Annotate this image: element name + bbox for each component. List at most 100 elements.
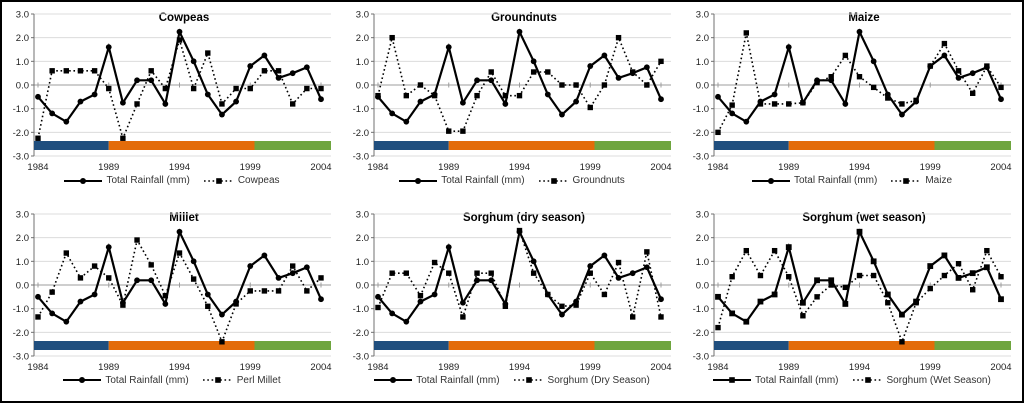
data-point (885, 95, 891, 101)
y-tick-label: 1.0 (356, 256, 369, 267)
data-point (148, 261, 154, 268)
data-point (842, 52, 849, 59)
gridlines (711, 13, 1011, 157)
x-tick-label: 1994 (849, 362, 870, 373)
data-point (389, 310, 396, 316)
crop-series (35, 37, 324, 141)
data-point (814, 293, 820, 300)
y-tick-label: 2.0 (16, 233, 29, 244)
data-point (446, 269, 452, 276)
data-point (870, 257, 877, 264)
data-point (219, 338, 225, 344)
data-point (261, 287, 268, 294)
data-point (233, 98, 240, 105)
legend-crop-label: Sorghum (Dry Season) (547, 374, 650, 386)
data-point (318, 274, 324, 281)
data-point (715, 293, 721, 300)
data-point (615, 274, 622, 281)
y-tick-label: 1.0 (696, 57, 709, 68)
data-point (955, 274, 962, 281)
data-point (601, 291, 608, 297)
period-bar (934, 340, 1011, 350)
data-point (559, 82, 565, 88)
period-bar (788, 141, 935, 150)
period-bar (448, 340, 595, 350)
panel-maize: Maize 3.0 2.0 1.0 0.0 -1.0 -2.0 -3.0 1984 1989 19… (682, 2, 1022, 202)
data-point (941, 272, 948, 278)
data-point (899, 311, 905, 317)
data-point (601, 52, 608, 59)
legend: Total Rainfall (mm) Sorghum (Dry Season) (374, 375, 650, 386)
x-tick-label: 1994 (509, 362, 530, 373)
data-point (658, 58, 664, 65)
crop-series (715, 30, 1004, 136)
data-point (261, 252, 268, 258)
data-point (856, 74, 863, 80)
data-point (629, 269, 636, 276)
data-point (91, 91, 98, 98)
data-point (502, 92, 509, 99)
legend-rainfall-label: Total Rainfall (mm) (755, 374, 839, 386)
data-point (544, 91, 551, 98)
data-point (601, 82, 608, 88)
data-point (275, 68, 282, 74)
data-point (715, 129, 721, 136)
period-bar (254, 340, 331, 350)
y-tick-label: 2.0 (696, 233, 709, 244)
data-point (998, 295, 1004, 302)
data-point (219, 111, 225, 118)
y-tick-label: -1.0 (13, 104, 29, 115)
data-point (275, 287, 282, 294)
data-point (771, 91, 778, 98)
data-point (120, 301, 126, 308)
data-point (913, 97, 919, 104)
y-tick-label: -3.0 (13, 152, 29, 163)
data-point (913, 299, 919, 305)
period-bar (714, 340, 789, 350)
chart-title: Millet (169, 212, 199, 224)
legend-rainfall-line-icon (64, 176, 103, 186)
data-point (91, 291, 98, 297)
y-tick-label: -1.0 (353, 104, 369, 115)
y-tick-label: 0.0 (356, 280, 369, 291)
panel-sorghum-wet: Sorghum (wet season) 3.0 2.0 1.0 0.0 -1.0 -2.… (682, 202, 1022, 402)
data-point (559, 303, 565, 309)
x-tick-label: 1994 (509, 162, 530, 173)
data-point (219, 101, 225, 107)
y-tick-label: 3.0 (696, 209, 709, 220)
period-bar (374, 340, 449, 350)
data-point (729, 102, 735, 108)
data-point (318, 295, 324, 302)
data-point (984, 247, 990, 253)
x-tick-label: 1999 (580, 362, 601, 373)
data-point (134, 276, 140, 283)
data-point (375, 293, 381, 300)
data-point (587, 63, 594, 69)
chart-sorghum-dry: Sorghum (dry season) 3.0 2.0 1.0 0.0 -1.0 -2.… (353, 209, 672, 373)
data-point (261, 52, 268, 59)
data-point (219, 311, 225, 317)
data-point (49, 288, 55, 295)
y-tick-label: 0.0 (696, 280, 709, 291)
data-point (941, 52, 948, 59)
chart-title: Groundnuts (491, 12, 557, 24)
data-point (403, 318, 410, 325)
data-point (715, 324, 721, 330)
panel-sorghum-dry: Sorghum (dry season) 3.0 2.0 1.0 0.0 -1.0 -2.… (342, 202, 682, 402)
x-tick-label: 2004 (650, 162, 671, 173)
data-point (375, 304, 381, 310)
data-point (757, 272, 764, 278)
data-point (983, 263, 990, 270)
data-point (601, 252, 608, 258)
data-point (941, 40, 948, 47)
y-tick-label: 1.0 (696, 256, 709, 267)
period-bar (34, 141, 109, 150)
data-point (77, 68, 84, 74)
data-point (573, 301, 579, 308)
data-point (290, 101, 296, 107)
data-point (176, 37, 183, 43)
y-tick-label: -3.0 (693, 152, 709, 163)
y-tick-label: -3.0 (353, 351, 369, 362)
